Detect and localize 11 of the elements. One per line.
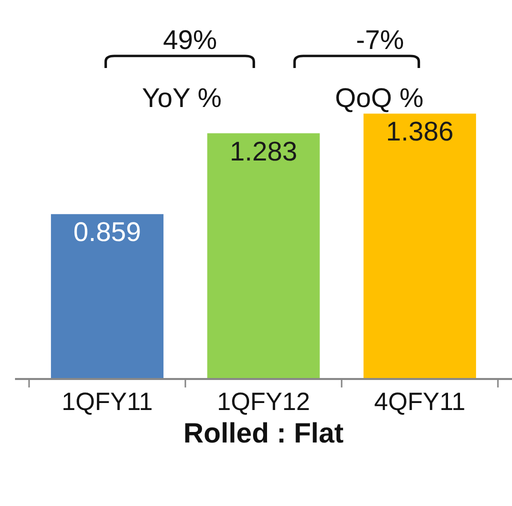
data-label: 1.386 [386,116,454,147]
x-tick-label: 1QFY12 [216,388,310,416]
data-label: 1.283 [230,136,298,166]
text: QoQ % [335,83,424,113]
x-axis-title: Rolled : Flat [183,417,344,448]
data-label: 0.859 [73,217,141,248]
text: YoY % [142,83,222,113]
x-tick-label: 1QFY11 [62,388,153,416]
x-tick-label: 4QFY11 [374,388,466,416]
text: -7% [356,25,404,55]
text: 49% [163,25,218,55]
